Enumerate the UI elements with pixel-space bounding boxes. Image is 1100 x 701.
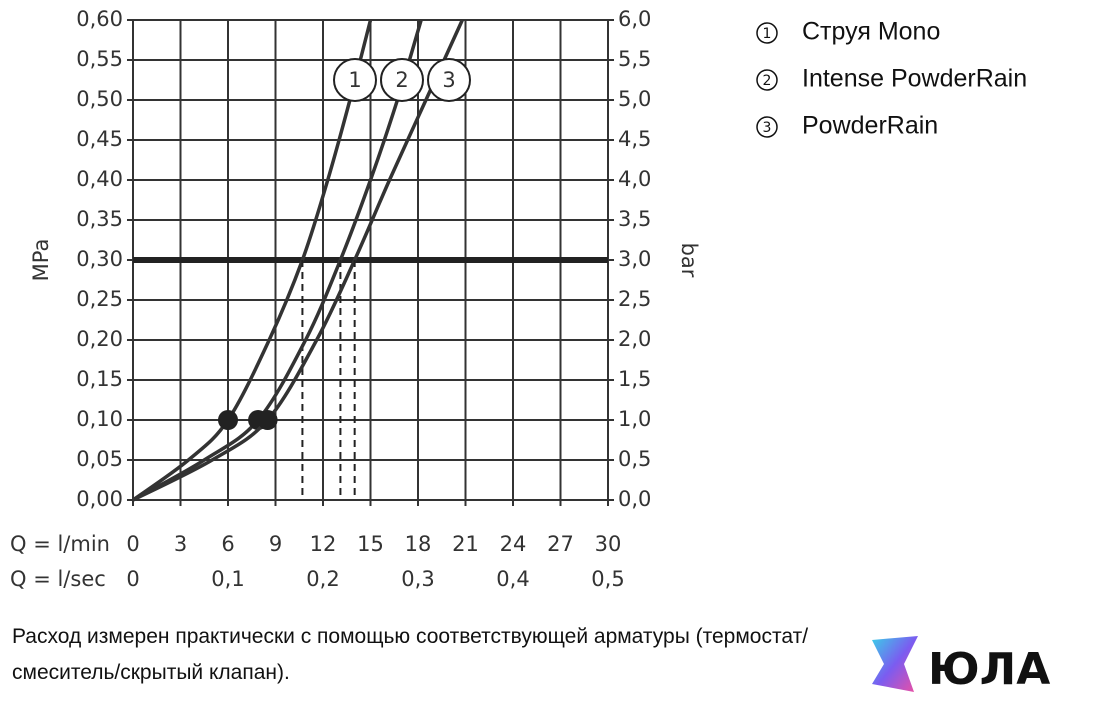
y-tick-label: 0,40 — [76, 167, 123, 191]
y-tick-label: 0,45 — [76, 127, 123, 151]
x-tick-label: 24 — [500, 532, 527, 556]
x2-tick-label: 0,1 — [211, 567, 244, 591]
x-tick-label: 3 — [174, 532, 187, 556]
y2-tick-label: 1,5 — [618, 367, 651, 391]
x-tick-label: 6 — [221, 532, 234, 556]
legend-label: PowderRain — [802, 112, 938, 140]
legend-symbol-label: 2 — [763, 73, 772, 89]
curve-label: 2 — [395, 68, 408, 92]
watermark-logo — [872, 636, 918, 692]
x2-tick-label: 0 — [126, 567, 139, 591]
y-tick-label: 0,15 — [76, 367, 123, 391]
footnote: смеситель/скрытый клапан). — [12, 661, 290, 684]
x-tick-label: 15 — [357, 532, 384, 556]
legend-symbol-label: 3 — [763, 120, 772, 136]
legend-symbol — [756, 22, 778, 44]
y2-tick-label: 3,0 — [618, 247, 651, 271]
curve — [132, 19, 464, 502]
x2-tick-label: 0,4 — [496, 567, 529, 591]
y2-tick-label: 5,5 — [618, 47, 651, 71]
y2-tick-label: 3,5 — [618, 207, 651, 231]
curve-label-circle — [380, 58, 424, 102]
legend-label: Intense PowderRain — [802, 65, 1027, 93]
curve — [131, 19, 373, 502]
curve — [132, 19, 423, 502]
y-tick-label: 0,00 — [76, 487, 123, 511]
y2-tick-label: 6,0 — [618, 7, 651, 31]
y2-tick-label: 2,5 — [618, 287, 651, 311]
y2-tick-label: 0,0 — [618, 487, 651, 511]
x-tick-label: 27 — [547, 532, 574, 556]
curve-label: 1 — [348, 68, 361, 92]
y2-tick-label: 2,0 — [618, 327, 651, 351]
y2-tick-label: 1,0 — [618, 407, 651, 431]
curve-label: 3 — [442, 68, 455, 92]
y-tick-label: 0,50 — [76, 87, 123, 111]
y2-tick-label: 4,5 — [618, 127, 651, 151]
marker — [257, 410, 278, 430]
legend-symbol — [756, 116, 778, 138]
legend-symbol-label: 1 — [763, 26, 772, 42]
y-tick-label: 0,30 — [76, 247, 123, 271]
y-tick-label: 0,20 — [76, 327, 123, 351]
y-tick-label: 0,05 — [76, 447, 123, 471]
y-tick-label: 0,60 — [76, 7, 123, 31]
y2-tick-label: 4,0 — [618, 167, 651, 191]
y-tick-label: 0,25 — [76, 287, 123, 311]
x-tick-label: 21 — [452, 532, 479, 556]
x-axis-label: Q = l/min — [10, 532, 110, 556]
y-tick-label: 0,35 — [76, 207, 123, 231]
watermark: ЮЛА — [928, 644, 1050, 695]
y2-axis-label: bar — [677, 243, 701, 278]
x-tick-label: 30 — [595, 532, 622, 556]
x2-axis-label: Q = l/sec — [10, 567, 106, 591]
y-tick-label: 0,10 — [76, 407, 123, 431]
y2-tick-label: 5,0 — [618, 87, 651, 111]
y2-tick-label: 0,5 — [618, 447, 651, 471]
marker — [218, 410, 238, 430]
footnote: Расход измерен практически с помощью соо… — [12, 625, 808, 648]
y-axis-label: MPa — [29, 239, 53, 282]
x-tick-label: 18 — [405, 532, 432, 556]
legend-label: Струя Mono — [802, 18, 940, 46]
curve-label-circle — [427, 58, 471, 102]
legend-symbol — [756, 69, 778, 91]
curve-label-circle — [333, 58, 377, 102]
x-tick-label: 0 — [126, 532, 139, 556]
x-tick-label: 12 — [310, 532, 337, 556]
x2-tick-label: 0,3 — [401, 567, 434, 591]
x-tick-label: 9 — [269, 532, 282, 556]
x2-tick-label: 0,5 — [591, 567, 624, 591]
x2-tick-label: 0,2 — [306, 567, 339, 591]
y-tick-label: 0,55 — [76, 47, 123, 71]
